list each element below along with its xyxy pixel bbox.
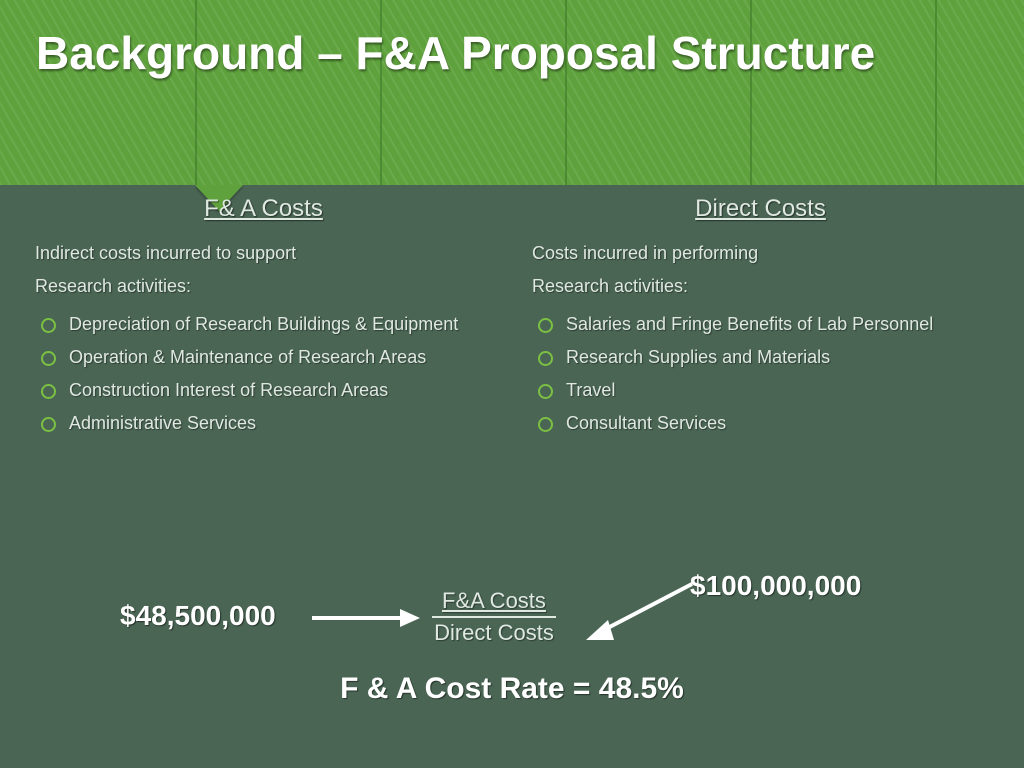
fa-costs-list: Depreciation of Research Buildings & Equ… (35, 308, 492, 441)
fa-amount: $48,500,000 (120, 600, 276, 632)
ratio-area: $48,500,000 $100,000,000 F&A Costs Direc… (0, 580, 1024, 700)
ratio-fraction: F&A Costs Direct Costs (432, 588, 556, 646)
direct-costs-list: Salaries and Fringe Benefits of Lab Pers… (532, 308, 989, 441)
direct-costs-heading: Direct Costs (532, 195, 989, 223)
fa-costs-intro-line1: Indirect costs incurred to support (35, 237, 492, 270)
list-item: Travel (532, 374, 989, 407)
arrow-down-left-icon (580, 578, 700, 648)
direct-costs-column: Direct Costs Costs incurred in performin… (532, 195, 989, 441)
list-item: Depreciation of Research Buildings & Equ… (35, 308, 492, 341)
fa-costs-intro-line2: Research activities: (35, 270, 492, 303)
fraction-numerator: F&A Costs (432, 588, 556, 618)
cost-rate-result: F & A Cost Rate = 48.5% (0, 672, 1024, 706)
dc-amount: $100,000,000 (690, 570, 861, 602)
list-item: Operation & Maintenance of Research Area… (35, 341, 492, 374)
list-item: Salaries and Fringe Benefits of Lab Pers… (532, 308, 989, 341)
list-item: Research Supplies and Materials (532, 341, 989, 374)
list-item: Administrative Services (35, 407, 492, 440)
slide: Background – F&A Proposal Structure F& A… (0, 0, 1024, 768)
arrow-right-icon (310, 606, 420, 630)
page-title: Background – F&A Proposal Structure (36, 28, 984, 80)
list-item: Construction Interest of Research Areas (35, 374, 492, 407)
content-columns: F& A Costs Indirect costs incurred to su… (35, 195, 989, 441)
slide-header: Background – F&A Proposal Structure (0, 0, 1024, 185)
fa-costs-column: F& A Costs Indirect costs incurred to su… (35, 195, 492, 441)
list-item: Consultant Services (532, 407, 989, 440)
fa-costs-heading: F& A Costs (35, 195, 492, 223)
fraction-denominator: Direct Costs (432, 618, 556, 646)
direct-costs-intro-line1: Costs incurred in performing (532, 237, 989, 270)
direct-costs-intro-line2: Research activities: (532, 270, 989, 303)
